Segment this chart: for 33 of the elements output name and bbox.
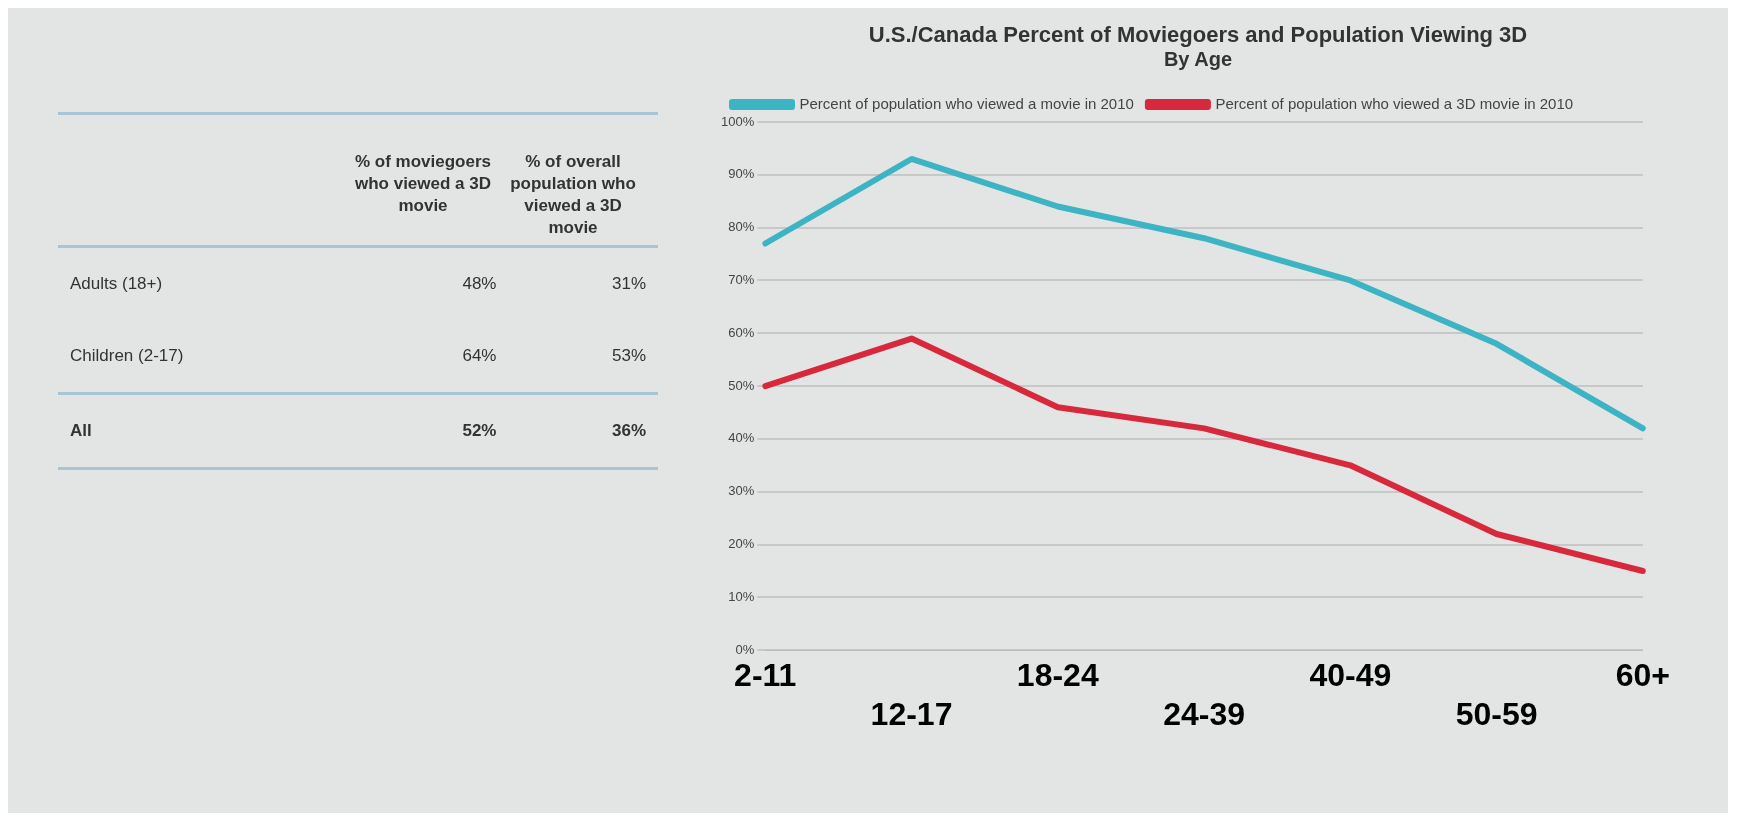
legend-label: Percent of population who viewed a movie in 2010 [799,94,1134,112]
text: 48% [462,274,497,293]
text: 31% [611,274,646,293]
y-tick-label: 90% [728,166,755,182]
text: 53% [611,346,646,365]
chart-title: U.S./Canada Percent of Moviegoers and Population Viewing 3D [867,22,1529,48]
y-tick-label: 60% [728,324,755,340]
text: 36% [611,421,646,440]
y-tick-label: 30% [728,483,755,499]
x-tick-label: 24-39 [1163,695,1245,732]
x-tick-label: 50-59 [1455,695,1538,732]
chart-subtitle: By Age [1162,48,1234,71]
x-tick-label: 12-17 [870,695,953,732]
y-tick-label: 70% [728,272,755,288]
text: 64% [462,346,497,365]
y-tick-label: 80% [728,219,755,235]
category-label: Children (2-17) [70,346,184,365]
y-tick-label: 40% [728,430,755,446]
category-label: % of moviegoers who viewed a 3D movie [354,152,492,215]
text: 52% [462,421,497,440]
x-tick-label: 60+ [1615,657,1670,694]
y-tick-label: 50% [728,377,755,393]
category-label: All [70,421,92,440]
category-label: % of overall population who viewed a 3D movie [510,152,636,237]
y-tick-label: 0% [735,641,755,657]
x-tick-label: 40-49 [1309,657,1392,694]
y-tick-label: 100% [721,113,755,129]
x-tick-label: 2-11 [734,657,797,694]
y-tick-label: 10% [728,588,755,604]
x-tick-label: 18-24 [1016,657,1099,694]
legend-label: Percent of population who viewed a 3D movie in 2010 [1215,94,1574,112]
category-label: Adults (18+) [70,274,163,293]
y-tick-label: 20% [728,536,755,552]
